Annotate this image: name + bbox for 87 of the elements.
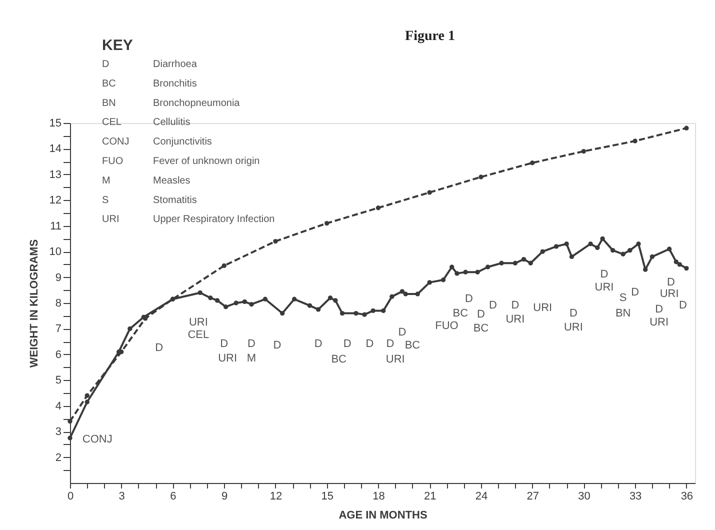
annotation: URI — [102, 214, 120, 226]
annotation: S — [102, 194, 109, 206]
y-tick-label: 9 — [55, 272, 62, 284]
annotation: Fever of unknown origin — [153, 156, 260, 167]
annotation: URI — [533, 302, 552, 314]
x-tick-label: 36 — [680, 490, 694, 502]
x-tick-label: 9 — [222, 490, 228, 502]
x-tick-label: 21 — [424, 490, 436, 502]
annotation: D — [667, 276, 676, 288]
annotation: URI — [594, 282, 614, 294]
annotation: BC — [404, 339, 420, 352]
text: BN — [102, 98, 116, 109]
annotation: BC — [473, 322, 489, 335]
y-tick-label: 15 — [49, 118, 62, 130]
annotation: CEL — [188, 329, 210, 342]
y-tick-label: 7 — [55, 323, 62, 336]
annotation: D — [488, 300, 497, 312]
annotation: D — [314, 338, 322, 350]
annotation: D — [155, 342, 164, 354]
x-tick-label: 24 — [475, 490, 488, 502]
y-tick-label: 6 — [55, 348, 62, 361]
annotation: CONJ — [82, 433, 112, 446]
y-tick-label: 12 — [49, 194, 62, 207]
annotation: D — [655, 303, 664, 316]
annotation: Cellulitis — [153, 117, 190, 128]
y-tick-label: 10 — [49, 246, 62, 258]
annotation: D — [248, 338, 256, 350]
annotation: D — [511, 300, 520, 312]
y-tick-label: 11 — [50, 220, 62, 232]
annotation: URI — [650, 316, 669, 328]
x-axis-title: AGE IN MONTHS — [338, 510, 428, 522]
annotation: URI — [506, 314, 525, 326]
text: Bronchopneumonia — [153, 98, 240, 109]
y-tick-label: 3 — [55, 426, 62, 438]
annotation: Upper Respiratory Infection — [153, 214, 275, 226]
annotation: FUO — [102, 156, 124, 167]
annotation: D — [343, 338, 352, 350]
x-tick-label: 18 — [372, 490, 385, 502]
annotation: D — [464, 293, 473, 306]
annotation: BC — [331, 354, 347, 366]
annotation: FUO — [435, 320, 459, 332]
annotation: CEL — [102, 117, 122, 128]
text: D — [102, 59, 110, 70]
annotation: D — [476, 308, 485, 321]
annotation: URI — [386, 354, 405, 366]
annotation: URI — [188, 316, 208, 328]
annotation: BN — [615, 307, 631, 320]
annotation: D — [398, 326, 406, 339]
annotation: D — [386, 338, 394, 350]
annotation: Stomatitis — [153, 194, 197, 206]
y-tick-label: 14 — [49, 143, 62, 156]
annotation: D — [679, 300, 688, 312]
annotation: URI — [660, 288, 679, 300]
text: Bronchitis — [153, 78, 197, 90]
x-tick-label: 15 — [321, 490, 334, 502]
text: Diarrhoea — [153, 59, 198, 70]
chart-title: Figure 1 — [405, 29, 455, 44]
annotation: S — [619, 292, 627, 304]
x-tick-label: 33 — [629, 490, 642, 502]
x-tick-label: 12 — [270, 490, 282, 502]
annotation: D — [220, 338, 228, 350]
y-tick-label: 2 — [55, 452, 62, 464]
y-tick-label: 5 — [55, 374, 62, 387]
y-axis-title: WEIGHT IN KILOGRAMS — [28, 239, 40, 368]
annotation: D — [569, 307, 578, 320]
annotation: BC — [452, 307, 468, 320]
y-tick-label: 4 — [55, 400, 62, 412]
annotation: CONJ — [102, 136, 130, 148]
annotation: D — [631, 286, 640, 299]
annotation: URI — [564, 321, 583, 334]
x-tick-label: 6 — [170, 490, 176, 502]
annotation: M — [246, 352, 256, 364]
annotation: D — [600, 268, 608, 281]
annotation: D — [366, 338, 374, 350]
x-tick-label: 0 — [67, 490, 74, 502]
y-tick-label: 8 — [55, 298, 62, 310]
x-tick-label: 3 — [118, 490, 125, 502]
text: KEY — [102, 37, 133, 54]
annotation: Measles — [153, 175, 190, 186]
y-tick-label: 13 — [49, 168, 62, 181]
x-tick-label: 27 — [526, 490, 539, 502]
annotation: M — [102, 175, 110, 186]
x-tick-label: 30 — [578, 490, 590, 502]
text: BC — [102, 78, 116, 90]
annotation: Conjunctivitis — [153, 136, 212, 148]
annotation: D — [273, 339, 282, 352]
annotation: URI — [218, 352, 238, 364]
